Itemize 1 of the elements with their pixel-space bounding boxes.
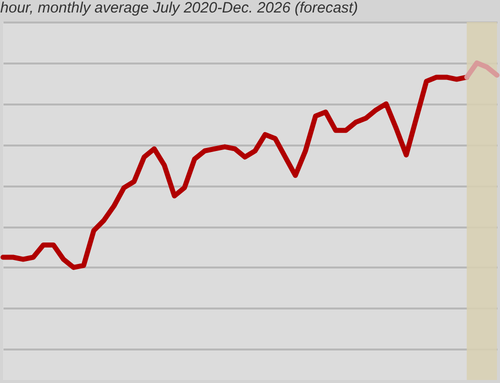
chart-title: hour, monthly average July 2020-Dec. 2026 (forecast) bbox=[0, 0, 358, 16]
